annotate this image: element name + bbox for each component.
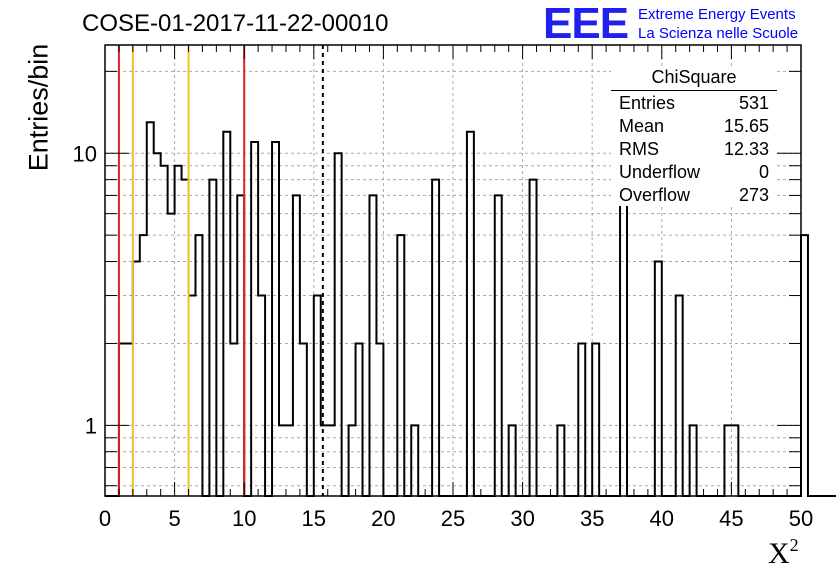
stats-divider xyxy=(611,90,777,91)
stats-box: ChiSquare Entries 531 Mean 15.65 RMS 12.33 … xyxy=(611,66,777,206)
x-tick-label: 5 xyxy=(168,506,180,531)
chart-title: COSE-01-2017-11-22-00010 xyxy=(82,10,389,37)
x-tick-label: 35 xyxy=(580,506,604,531)
stats-row-underflow: Underflow 0 xyxy=(619,162,769,182)
x-tick-label: 30 xyxy=(510,506,534,531)
eee-logo: EEE xyxy=(543,0,629,48)
x-tick-label: 15 xyxy=(302,506,326,531)
logo-line-2: La Scienza nelle Scuole xyxy=(638,25,799,42)
stats-title: ChiSquare xyxy=(651,67,737,87)
stats-row-rms: RMS 12.33 xyxy=(619,139,769,159)
x-tick-label: 45 xyxy=(719,506,743,531)
stats-row-mean: Mean 15.65 xyxy=(619,116,769,136)
logo-line-1: Extreme Energy Events xyxy=(638,6,796,23)
x-axis-label: X2 xyxy=(768,535,799,570)
histogram-series xyxy=(105,121,836,497)
x-tick-label: 20 xyxy=(371,506,395,531)
x-tick-label: 25 xyxy=(441,506,465,531)
x-tick-label: 10 xyxy=(232,506,256,531)
x-tick-label: 0 xyxy=(99,506,111,531)
y-tick-label: 10 xyxy=(73,141,97,166)
y-tick-label: 1 xyxy=(85,413,97,438)
x-tick-label: 50 xyxy=(789,506,813,531)
stats-row-overflow: Overflow 273 xyxy=(619,185,769,205)
stats-row-entries: Entries 531 xyxy=(619,93,769,113)
y-axis-label: Entries/bin xyxy=(23,43,54,172)
x-tick-label: 40 xyxy=(650,506,674,531)
